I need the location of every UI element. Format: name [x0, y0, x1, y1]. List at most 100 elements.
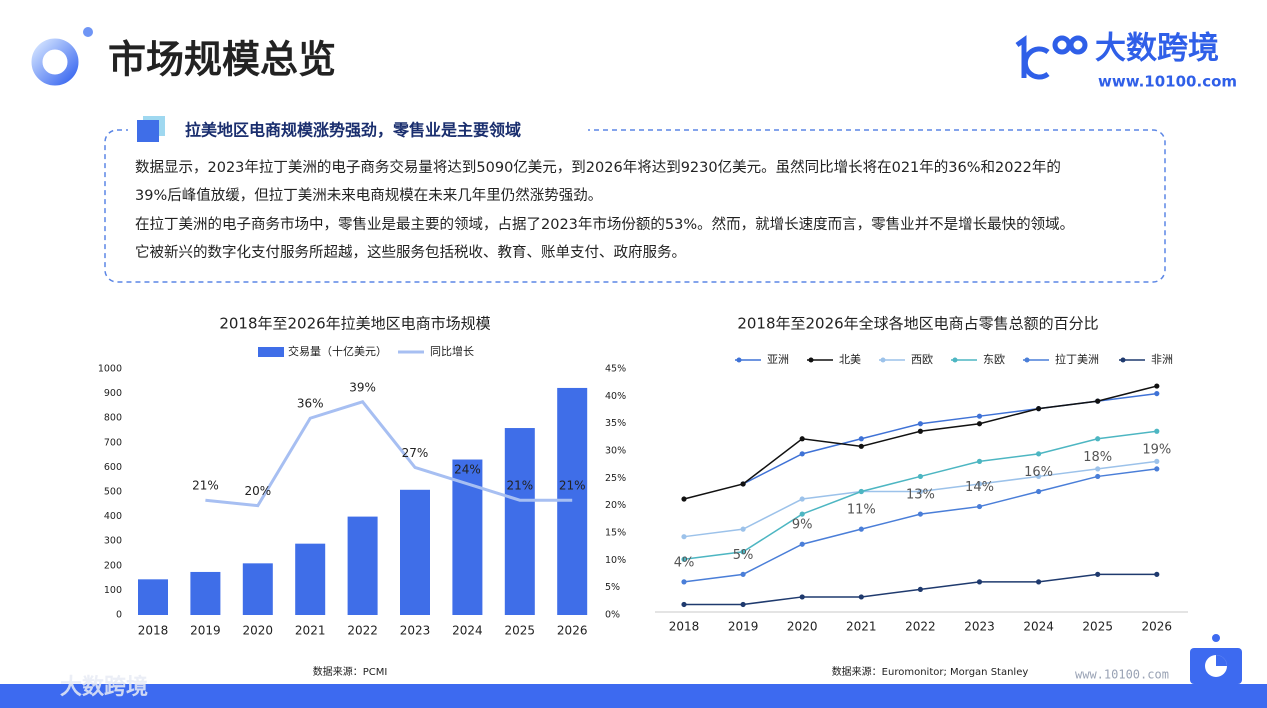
- y-tick-label: 600: [104, 462, 122, 473]
- point: [1154, 383, 1160, 389]
- x-tick-label: 2020: [243, 624, 274, 638]
- x-tick-label: 2022: [905, 620, 936, 634]
- logo-shape: [1052, 35, 1072, 55]
- legend-dot: [736, 357, 742, 363]
- data-label: 24%: [454, 462, 481, 476]
- point: [1154, 390, 1160, 397]
- logo-shape: [1022, 46, 1050, 80]
- legend-label: 交易量（十亿美元）: [288, 344, 387, 358]
- bar: [504, 428, 535, 615]
- logo-shape: [1068, 35, 1088, 55]
- point: [917, 511, 924, 517]
- legend-label: 同比增长: [430, 344, 474, 358]
- data-label: 18%: [1083, 450, 1112, 465]
- point: [799, 594, 805, 600]
- y2-tick-label: 35%: [605, 418, 626, 429]
- point: [681, 601, 687, 608]
- point: [917, 421, 924, 427]
- brand-logo: [1015, 35, 1088, 80]
- data-label: 13%: [906, 488, 935, 503]
- bar: [347, 516, 378, 615]
- chart-title: 2018年至2026年全球各地区电商占零售总额的百分比: [737, 315, 1098, 333]
- x-tick-label: 2024: [452, 624, 483, 638]
- data-label: 5%: [733, 548, 754, 563]
- footer-watermark: 大数跨境: [60, 674, 148, 700]
- x-tick-label: 2023: [400, 624, 431, 638]
- x-tick-label: 2019: [190, 624, 221, 638]
- chart-title: 2018年至2026年拉美地区电商市场规模: [219, 315, 490, 333]
- legend-label: 西欧: [911, 353, 933, 366]
- point: [1036, 406, 1042, 412]
- point: [1154, 458, 1160, 464]
- x-tick-label: 2021: [846, 620, 877, 634]
- point: [1095, 466, 1101, 472]
- y-tick-label: 700: [104, 437, 122, 448]
- x-tick-label: 2026: [557, 624, 588, 638]
- growth-line: [205, 400, 573, 508]
- point: [799, 511, 805, 517]
- logo-ring: [31, 38, 79, 86]
- x-tick-label: 2019: [728, 620, 759, 634]
- point: [917, 586, 924, 593]
- point: [799, 451, 805, 457]
- y2-tick-label: 25%: [605, 473, 626, 484]
- brand-name: 大数跨境: [1095, 31, 1219, 67]
- point: [1095, 571, 1101, 577]
- legend-label: 北美: [839, 353, 861, 366]
- point: [740, 601, 746, 608]
- callout-box: [104, 129, 1166, 283]
- point: [740, 549, 746, 555]
- x-tick-label: 2023: [964, 620, 995, 634]
- y-tick-label: 900: [104, 388, 122, 399]
- point: [1154, 571, 1160, 577]
- point: [1036, 451, 1042, 457]
- legend-label: 东欧: [983, 353, 1005, 366]
- point: [917, 473, 924, 480]
- point: [1095, 473, 1101, 480]
- y-tick-label: 100: [104, 585, 122, 596]
- footer-url: www.10100.com: [1075, 668, 1169, 682]
- page-title: 市场规模总览: [108, 38, 336, 82]
- bar: [400, 489, 430, 615]
- data-label: 11%: [847, 503, 876, 518]
- data-label: 16%: [1024, 465, 1053, 480]
- legend-label: 亚洲: [767, 353, 789, 366]
- point: [799, 496, 805, 502]
- y-tick-label: 800: [104, 413, 122, 424]
- bar: [242, 563, 273, 615]
- y-tick-label: 200: [104, 560, 122, 571]
- y2-tick-label: 20%: [605, 500, 626, 511]
- point: [681, 579, 687, 585]
- point: [858, 594, 864, 600]
- point: [799, 541, 805, 547]
- legend-dot: [1024, 357, 1030, 363]
- point: [976, 413, 983, 419]
- callout-text: 在拉丁美洲的电子商务市场中，零售业是最主要的领域，占据了2023年市场份额的53…: [135, 216, 1074, 233]
- x-tick-label: 2024: [1023, 620, 1054, 634]
- legend-label: 拉丁美洲: [1055, 352, 1099, 366]
- point: [681, 496, 687, 502]
- y2-tick-label: 45%: [605, 364, 626, 375]
- x-tick-label: 2020: [787, 620, 818, 634]
- point: [976, 579, 983, 585]
- point: [976, 503, 983, 510]
- legend-dot: [1120, 357, 1126, 363]
- logo-shape: [1015, 35, 1027, 78]
- point: [858, 436, 864, 442]
- y2-tick-label: 10%: [605, 555, 626, 566]
- y-tick-label: 300: [104, 536, 122, 547]
- y-tick-label: 1000: [98, 364, 122, 375]
- brand-url: www.10100.com: [1098, 73, 1237, 91]
- point: [976, 421, 983, 427]
- bar: [295, 543, 326, 615]
- data-label: 9%: [792, 518, 813, 533]
- callout-text: 39%后峰值放缓，但拉丁美洲未来电商规模在未来几年里仍然涨势强劲。: [135, 187, 602, 204]
- point: [681, 534, 687, 540]
- data-label: 27%: [402, 446, 429, 460]
- data-label: 21%: [559, 479, 586, 493]
- point: [1036, 473, 1042, 480]
- y2-tick-label: 5%: [605, 582, 620, 593]
- point: [1095, 398, 1101, 404]
